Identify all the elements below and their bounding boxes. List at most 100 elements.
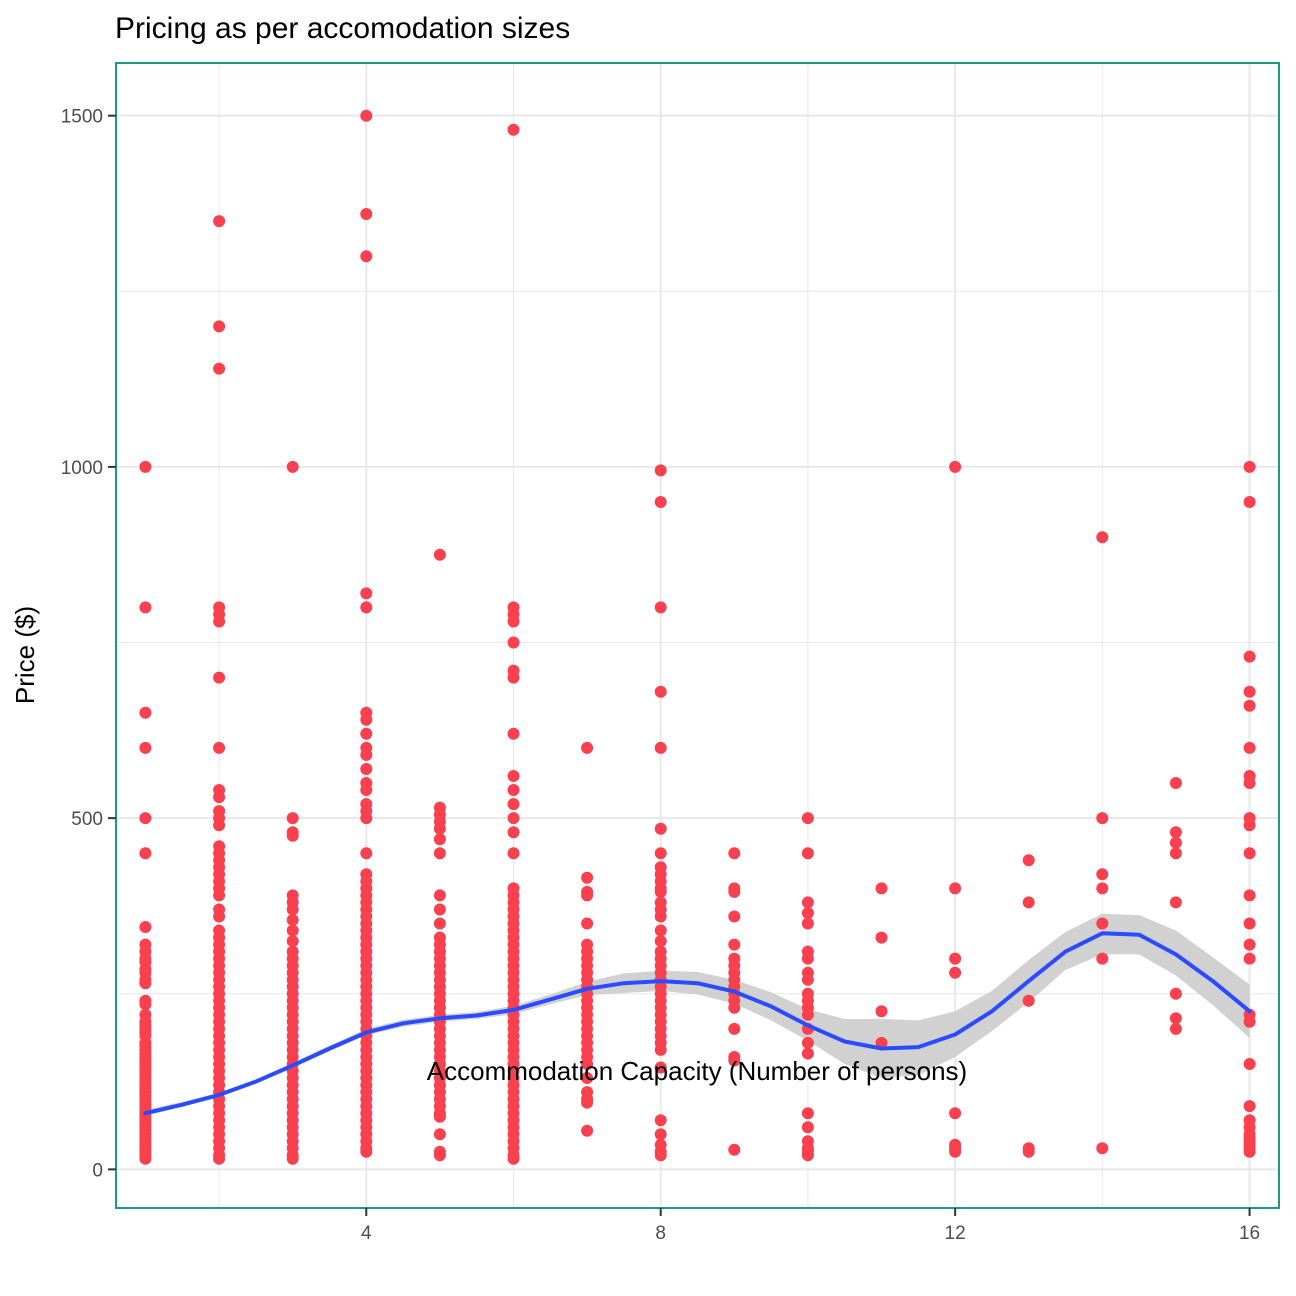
- data-point: [213, 889, 226, 902]
- data-point: [1022, 854, 1035, 867]
- data-point: [1243, 1145, 1256, 1158]
- data-point: [360, 812, 373, 825]
- data-point: [949, 1107, 962, 1120]
- data-point: [801, 1036, 814, 1049]
- data-point: [360, 587, 373, 600]
- data-point: [433, 917, 446, 930]
- data-point: [433, 889, 446, 902]
- data-point: [1243, 889, 1256, 902]
- data-point: [360, 208, 373, 220]
- data-point: [360, 601, 373, 614]
- data-point: [949, 952, 962, 965]
- data-point: [654, 496, 667, 508]
- data-point: [507, 847, 520, 860]
- data-point: [1022, 1145, 1035, 1158]
- data-point: [1169, 1022, 1182, 1035]
- data-point: [728, 1001, 741, 1014]
- data-point: [654, 1114, 667, 1127]
- data-point: [654, 741, 667, 754]
- data-point: [1243, 741, 1256, 754]
- data-point: [875, 931, 888, 944]
- data-point: [654, 885, 667, 898]
- data-point: [801, 812, 814, 825]
- data-point: [1243, 496, 1256, 508]
- data-point: [1096, 917, 1109, 930]
- data-point: [654, 847, 667, 860]
- data-point: [654, 601, 667, 614]
- data-point: [507, 615, 520, 628]
- data-point: [139, 460, 152, 473]
- data-point: [801, 1047, 814, 1060]
- data-point: [654, 822, 667, 835]
- data-point: [1096, 1142, 1109, 1155]
- x-tick-label: 8: [655, 1223, 666, 1244]
- data-point: [507, 784, 520, 796]
- data-point: [286, 460, 299, 473]
- data-point: [360, 784, 373, 796]
- data-point: [949, 1145, 962, 1158]
- data-point: [1243, 460, 1256, 473]
- data-point: [139, 1152, 152, 1165]
- data-point: [581, 1058, 594, 1070]
- data-point: [213, 819, 226, 832]
- data-point: [581, 741, 594, 754]
- data-point: [728, 910, 741, 923]
- data-point: [507, 812, 520, 825]
- x-tick-label: 12: [945, 1223, 966, 1244]
- data-point: [1096, 812, 1109, 825]
- y-tick-label: 0: [92, 1160, 103, 1181]
- data-point: [507, 123, 520, 136]
- data-point: [360, 250, 373, 263]
- x-tick-label: 4: [361, 1223, 372, 1244]
- data-point: [801, 1121, 814, 1134]
- x-tick-label: 16: [1239, 1223, 1260, 1244]
- data-point: [139, 921, 152, 933]
- data-point: [433, 903, 446, 916]
- y-axis-ticks: 0 500 1000 1500: [61, 107, 116, 1181]
- data-point: [581, 871, 594, 884]
- data-point: [213, 910, 226, 923]
- data-point: [213, 215, 226, 228]
- data-point: [1243, 650, 1256, 663]
- data-point: [801, 907, 814, 919]
- data-point: [1243, 917, 1256, 930]
- data-point: [654, 924, 667, 937]
- data-point: [1022, 896, 1035, 909]
- data-point: [213, 791, 226, 804]
- data-point: [360, 713, 373, 726]
- data-point: [801, 1008, 814, 1021]
- data-point: [875, 882, 888, 895]
- data-point: [139, 601, 152, 614]
- data-point: [728, 1022, 741, 1035]
- data-point: [1243, 1058, 1256, 1070]
- data-point: [654, 1128, 667, 1141]
- data-point: [213, 671, 226, 684]
- data-point: [1243, 1100, 1256, 1113]
- data-point: [286, 924, 299, 937]
- data-point: [654, 910, 667, 923]
- data-point: [581, 1096, 594, 1109]
- data-point: [1169, 847, 1182, 860]
- data-point: [949, 882, 962, 895]
- data-point: [949, 460, 962, 473]
- data-point: [286, 1152, 299, 1165]
- data-point: [213, 320, 226, 333]
- data-point: [507, 636, 520, 649]
- data-point: [433, 548, 446, 561]
- data-point: [801, 1149, 814, 1162]
- data-point: [581, 1072, 594, 1084]
- data-point: [213, 741, 226, 754]
- y-axis-label: Price ($): [10, 606, 40, 704]
- data-point: [1243, 1015, 1256, 1028]
- data-point: [728, 1143, 741, 1156]
- data-point: [1169, 896, 1182, 909]
- data-point: [1243, 938, 1256, 951]
- data-point: [654, 685, 667, 698]
- data-point: [507, 798, 520, 811]
- data-point: [1169, 777, 1182, 789]
- data-point: [213, 615, 226, 628]
- data-point: [433, 847, 446, 860]
- data-point: [801, 952, 814, 965]
- data-point: [1096, 952, 1109, 965]
